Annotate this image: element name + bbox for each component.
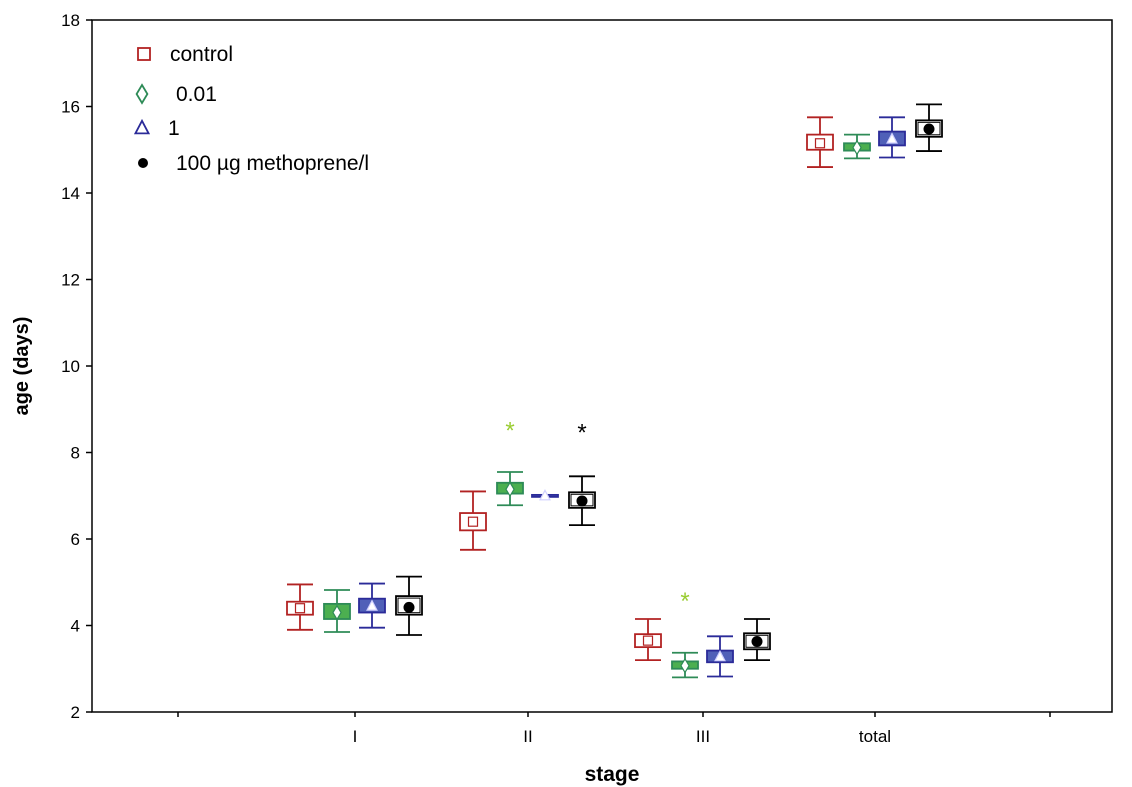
mean-marker [467,516,479,527]
legend-marker [135,83,149,105]
legend-item-2: 0.01 [135,83,217,106]
y-tick-label: 18 [61,11,80,30]
y-tick-label: 12 [61,271,80,290]
box-total [843,133,871,160]
mean-marker [852,139,862,156]
legend-label: 0.01 [176,83,217,106]
mean-marker [539,489,551,501]
mean-marker [642,635,654,646]
box-total [915,103,943,152]
x-tick-label: I [353,727,358,746]
box-total [806,116,834,168]
box-I [323,589,351,633]
box-III [706,635,734,678]
series-4 [395,103,943,661]
significance-marks: * * * [505,417,689,615]
mean-marker [923,123,935,135]
mean-marker [751,636,763,648]
mean-marker [814,138,826,149]
box-inner [917,121,941,136]
mean-marker [366,599,378,611]
series-1 [286,116,834,661]
box-III [671,651,699,679]
x-axis-label: stage [585,763,640,786]
y-axis-label: age (days) [11,317,33,416]
legend-item-4: 100 µg methoprene/l [138,152,369,175]
y-tick-label: 14 [61,184,80,203]
mean-marker [576,495,588,507]
legend-item-3: 1 [133,117,180,140]
legend-label: control [170,43,233,66]
y-axis: 2 4 6 8 10 12 14 16 18 [61,11,92,722]
box-III [743,618,771,661]
y-tick-label: 8 [71,444,80,463]
box-II [459,490,487,551]
y-tick-label: 16 [61,98,80,117]
legend-label: 100 µg methoprene/l [176,152,369,175]
box-I [286,583,314,631]
x-axis: I II III total [177,712,1051,746]
y-tick-label: 10 [61,357,80,376]
x-tick-label: II [523,727,532,746]
plot-frame [91,19,1113,713]
mean-marker [714,649,726,662]
series-3 [358,116,906,678]
box-total [878,116,906,159]
series-2 [323,133,871,679]
mean-marker [294,603,306,614]
x-tick-label: III [696,727,710,746]
legend-marker [137,47,151,61]
significance-asterisk: * [577,420,586,447]
box-inner [745,634,769,648]
plot-area [286,103,943,679]
mean-marker [403,601,415,613]
legend-marker [138,158,148,168]
box-III [634,618,662,661]
mean-marker [505,481,515,498]
box-I [395,575,423,636]
axes [91,19,1113,713]
box-II [531,489,559,501]
mean-marker [680,657,690,674]
y-tick-label: 2 [71,703,80,722]
x-tick-label: total [859,727,891,746]
legend: control 0.01 1 100 µg methoprene/l [133,43,369,175]
y-tick-label: 4 [71,617,80,636]
box-II [568,475,596,527]
legend-label: 1 [168,117,180,140]
mean-marker [886,132,898,144]
significance-asterisk: * [505,417,514,444]
significance-asterisk: * [680,588,689,615]
y-tick-label: 6 [71,530,80,549]
legend-marker [133,118,151,135]
mean-marker [332,604,342,621]
legend-item-1: control [137,43,233,66]
box-II [496,471,524,507]
box-I [358,582,386,629]
